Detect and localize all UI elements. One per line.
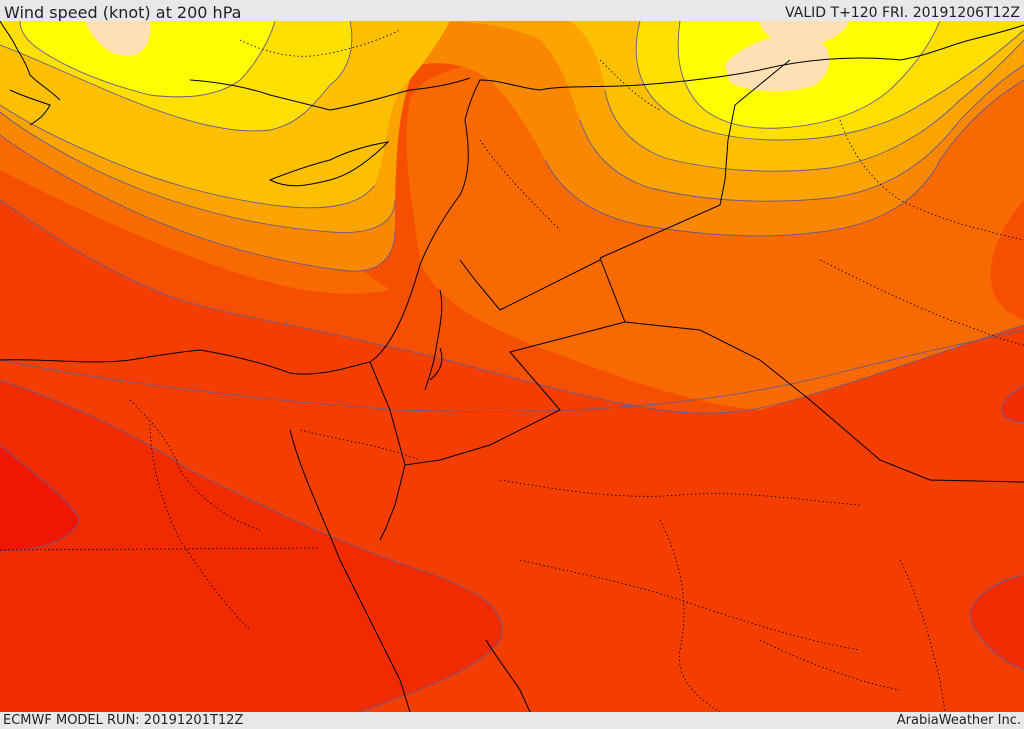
band-east-dark — [1001, 385, 1024, 423]
contour-lines — [0, 21, 1024, 712]
borders — [289, 59, 1024, 712]
header-bar: Wind speed (knot) at 200 hPa VALID T+120… — [0, 0, 1024, 22]
band-southwest-dark — [0, 380, 502, 712]
valid-time-label: VALID T+120 FRI. 20191206T12Z — [785, 5, 1020, 21]
map-svg — [0, 21, 1024, 712]
band-southwest-darkest — [0, 445, 80, 552]
map-title: Wind speed (knot) at 200 hPa — [4, 3, 242, 22]
band-1 — [85, 21, 850, 92]
band-2 — [20, 21, 940, 129]
model-run-label: ECMWF MODEL RUN: 20191201T12Z — [3, 713, 244, 728]
credit-label: ArabiaWeather Inc. — [896, 713, 1021, 728]
footer-bar: ECMWF MODEL RUN: 20191201T12Z ArabiaWeat… — [0, 712, 1024, 729]
coastlines — [0, 21, 1024, 375]
wind-speed-map — [0, 21, 1024, 712]
band-southeast-dark — [970, 575, 1024, 670]
province-borders — [0, 29, 1024, 712]
